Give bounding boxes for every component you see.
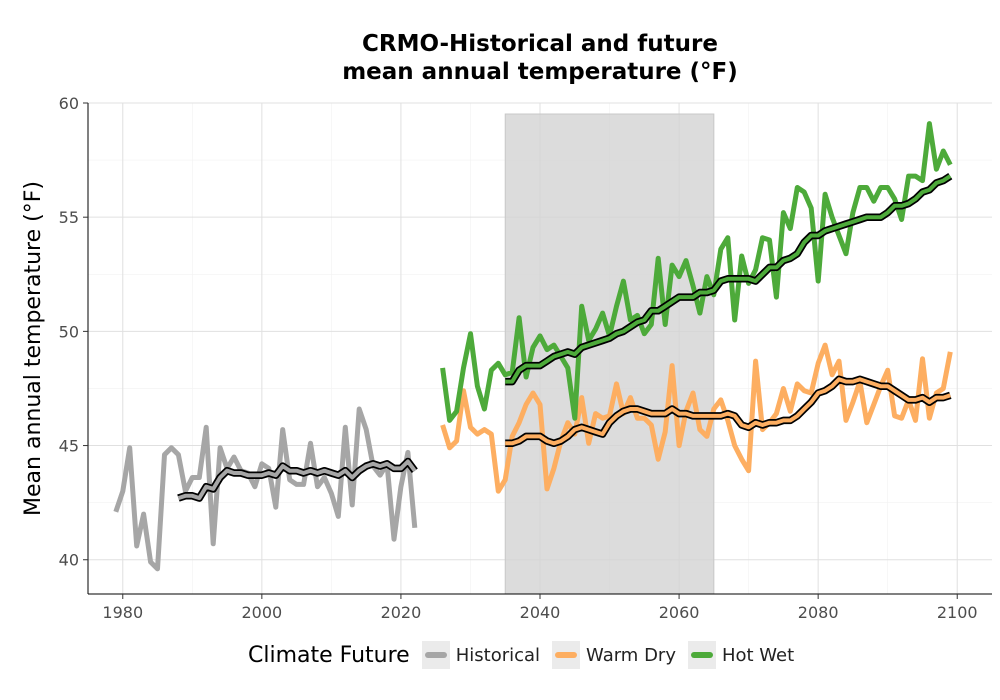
legend-key-warm-dry [552, 641, 581, 669]
x-tick-label-2080: 2080 [798, 603, 839, 622]
legend-swatch-warm-dry [555, 652, 578, 658]
series-line-hot-wet [440, 121, 953, 423]
x-tick-label-2060: 2060 [659, 603, 700, 622]
chart-title-line-1: CRMO-Historical and future [362, 31, 718, 57]
y-tick-label-45: 45 [59, 437, 79, 456]
shaded-period [504, 113, 715, 595]
series-line-warm-dry [440, 342, 953, 494]
legend-key-hot-wet [687, 641, 716, 669]
legend: Climate Future Historical Warm Dry Hot W… [248, 640, 806, 670]
legend-item-hot-wet: Hot Wet [687, 641, 795, 669]
legend-label-hot-wet: Hot Wet [721, 644, 795, 666]
legend-swatch-hot-wet [690, 652, 713, 658]
legend-swatch-historical [424, 652, 447, 658]
x-tick-label-2020: 2020 [381, 603, 422, 622]
legend-title: Climate Future [248, 642, 410, 668]
y-tick-label-40: 40 [59, 551, 79, 570]
y-tick-label-50: 50 [59, 322, 79, 341]
x-tick-label-2000: 2000 [241, 603, 282, 622]
series-line-historical [113, 406, 418, 572]
chart-title-line-2: mean annual temperature (°F) [342, 59, 738, 85]
smoothed-line-hot-wet-smoothed [505, 174, 952, 384]
x-tick-label-1980: 1980 [102, 603, 143, 622]
chart-title: CRMO-Historical and future mean annual t… [0, 30, 1000, 86]
legend-label-historical: Historical [455, 644, 541, 666]
legend-label-warm-dry: Warm Dry [586, 644, 676, 666]
legend-item-warm-dry: Warm Dry [552, 641, 676, 669]
legend-key-historical [421, 641, 450, 669]
x-tick-label-2100: 2100 [937, 603, 978, 622]
y-axis-label: Mean annual temperature (°F) [21, 181, 46, 516]
y-tick-label-60: 60 [59, 94, 79, 113]
smoothed-line-historical-smoothed [177, 459, 417, 501]
smoothed-line-warm-dry-smoothed [505, 377, 951, 446]
y-tick-label-55: 55 [59, 208, 79, 227]
legend-item-historical: Historical [421, 641, 541, 669]
x-tick-label-2040: 2040 [520, 603, 561, 622]
